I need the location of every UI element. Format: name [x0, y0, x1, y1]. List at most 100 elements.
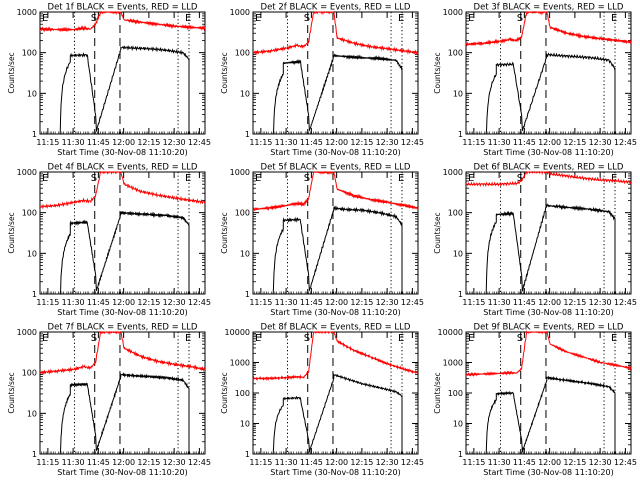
marker-label: S: [91, 13, 97, 24]
x-axis-label: Start Time (30-Nov-08 11:10:20): [57, 468, 187, 477]
detector-panel: Det 1f BLACK = Events, RED = LLD 1 10 100 10…: [7, 3, 211, 158]
marker-label: S: [304, 13, 310, 24]
panel-title: Det 1f BLACK = Events, RED = LLD: [48, 3, 198, 13]
y-tick-label: 1000: [443, 168, 463, 177]
x-tick-label: 12:00: [538, 298, 561, 307]
x-tick-label: 12:15: [563, 458, 586, 467]
events-series-line: [272, 373, 403, 455]
y-tick-label: 1: [32, 290, 37, 299]
plot-frame: [465, 171, 632, 295]
y-tick-label: 100: [235, 209, 250, 218]
x-tick-label: 11:30: [488, 458, 511, 467]
events-series-line: [272, 53, 403, 135]
marker-label: E: [255, 173, 261, 184]
events-series-line: [59, 372, 190, 455]
x-tick-label: 12:30: [163, 458, 186, 467]
y-tick-label: 1: [458, 290, 463, 299]
plot-frame: [252, 331, 419, 455]
x-tick-label: 12:30: [163, 298, 186, 307]
plot-frame: [39, 171, 206, 295]
x-tick-label: 11:45: [87, 298, 110, 307]
marker-label: E: [42, 173, 48, 184]
x-tick-label: 12:45: [188, 298, 211, 307]
y-tick-label: 100: [22, 369, 37, 378]
lld-series-line: [252, 10, 419, 56]
x-tick-label: 12:00: [325, 458, 348, 467]
lld-series-line: [465, 330, 632, 378]
marker-label: S: [517, 333, 523, 344]
marker-label: E: [611, 173, 617, 184]
x-tick-label: 11:15: [249, 138, 272, 147]
marker-label: E: [255, 333, 261, 344]
x-tick-label: 11:45: [513, 138, 536, 147]
plot-frame: [465, 331, 632, 455]
x-tick-label: 12:15: [137, 458, 160, 467]
x-tick-label: 11:45: [513, 458, 536, 467]
y-tick-label: 1: [32, 450, 37, 459]
panel-title: Det 4f BLACK = Events, RED = LLD: [48, 163, 198, 173]
x-tick-label: 12:30: [376, 298, 399, 307]
x-axis-label: Start Time (30-Nov-08 11:10:20): [57, 308, 187, 317]
events-series-line: [59, 210, 190, 295]
y-tick-label: 10000: [438, 328, 463, 337]
x-tick-label: 12:45: [188, 458, 211, 467]
y-tick-label: 10: [27, 89, 37, 98]
x-tick-label: 12:45: [614, 298, 637, 307]
marker-label: E: [611, 333, 617, 344]
y-tick-label: 1: [245, 130, 250, 139]
y-axis-label: Counts/sec: [220, 372, 229, 413]
detector-panel: Det 3f BLACK = Events, RED = LLD 1 10 100 10…: [433, 3, 637, 158]
marker-label: S: [304, 173, 310, 184]
x-tick-label: 12:45: [401, 458, 424, 467]
marker-label: E: [611, 13, 617, 24]
y-tick-label: 100: [448, 49, 463, 58]
x-tick-label: 11:15: [36, 458, 59, 467]
x-tick-label: 11:15: [249, 458, 272, 467]
x-tick-label: 12:45: [614, 458, 637, 467]
y-axis-label: Counts/sec: [433, 372, 442, 413]
y-tick-label: 100: [448, 389, 463, 398]
panel-title: Det 9f BLACK = Events, RED = LLD: [474, 323, 624, 333]
y-tick-label: 1000: [17, 8, 37, 17]
x-tick-label: 12:00: [325, 138, 348, 147]
plot-frame: [465, 11, 632, 135]
x-tick-label: 11:15: [249, 298, 272, 307]
detector-panel: Det 6f BLACK = Events, RED = LLD 1 10 100 10…: [433, 163, 637, 318]
panel-title: Det 8f BLACK = Events, RED = LLD: [261, 323, 411, 333]
marker-label: S: [517, 13, 523, 24]
events-series-line: [59, 45, 190, 135]
y-tick-label: 1000: [230, 359, 250, 368]
y-tick-label: 100: [235, 49, 250, 58]
detector-panel: Det 8f BLACK = Events, RED = LLD 1 10 100 10…: [220, 323, 424, 478]
x-tick-label: 11:15: [462, 458, 485, 467]
x-axis-label: Start Time (30-Nov-08 11:10:20): [57, 148, 187, 157]
x-tick-label: 12:30: [589, 458, 612, 467]
lld-series-line: [39, 170, 206, 210]
panel-title: Det 3f BLACK = Events, RED = LLD: [474, 3, 624, 13]
y-tick-label: 1000: [443, 359, 463, 368]
y-axis-label: Counts/sec: [7, 372, 16, 413]
marker-label: E: [398, 173, 404, 184]
x-tick-label: 12:15: [350, 298, 373, 307]
marker-label: E: [468, 13, 474, 24]
marker-label: E: [185, 333, 191, 344]
x-tick-label: 11:30: [62, 138, 85, 147]
panel-title: Det 2f BLACK = Events, RED = LLD: [261, 3, 411, 13]
x-tick-label: 11:30: [488, 298, 511, 307]
x-axis-label: Start Time (30-Nov-08 11:10:20): [483, 468, 613, 477]
x-tick-label: 12:00: [112, 458, 135, 467]
y-tick-label: 10000: [225, 328, 250, 337]
y-tick-label: 100: [22, 49, 37, 58]
x-tick-label: 12:00: [538, 458, 561, 467]
y-tick-label: 100: [235, 389, 250, 398]
lld-series-line: [465, 170, 632, 188]
y-tick-label: 10: [27, 409, 37, 418]
y-axis-label: Counts/sec: [220, 212, 229, 253]
y-axis-label: Counts/sec: [7, 52, 16, 93]
x-tick-label: 12:15: [563, 138, 586, 147]
y-tick-label: 10: [453, 420, 463, 429]
panel-title: Det 7f BLACK = Events, RED = LLD: [48, 323, 198, 333]
x-tick-label: 12:15: [137, 298, 160, 307]
